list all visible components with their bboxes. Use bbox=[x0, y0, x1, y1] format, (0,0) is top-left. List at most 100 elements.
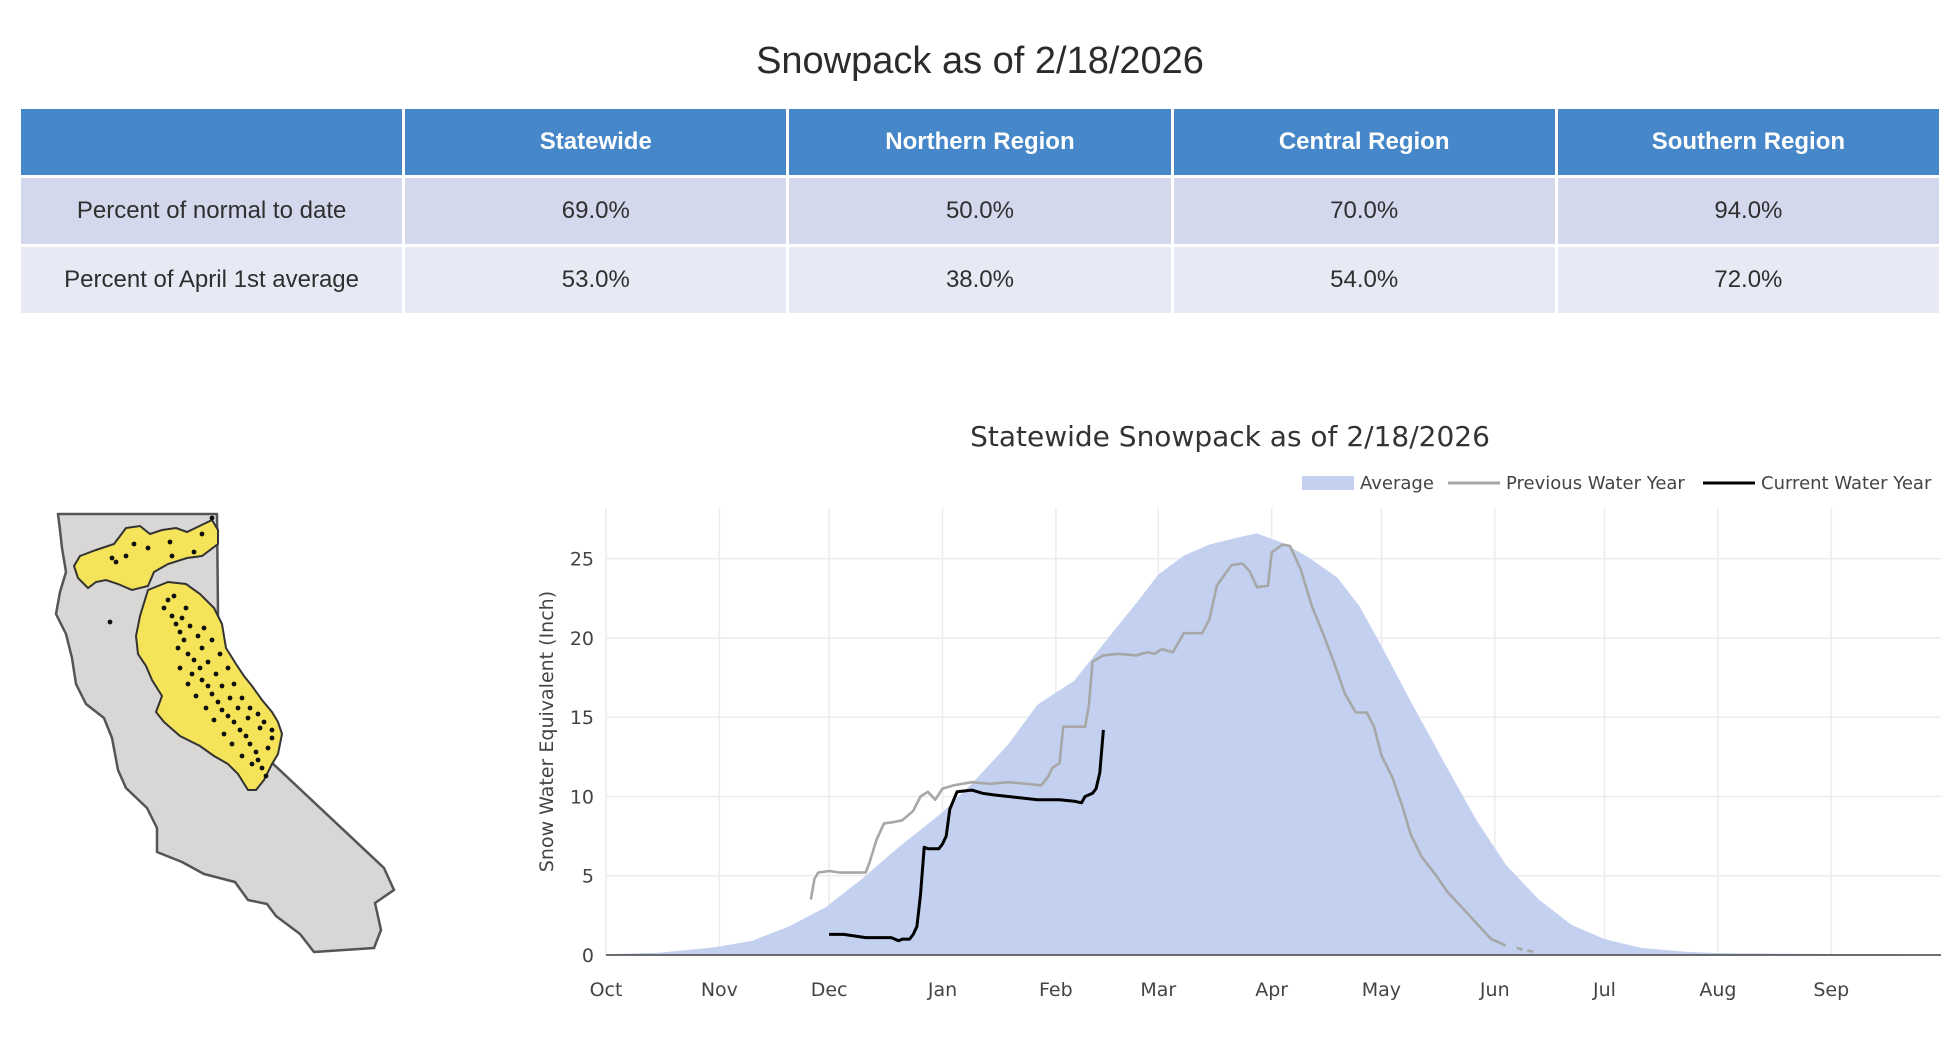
x-tick-label: Jul bbox=[1592, 979, 1616, 1001]
snow-station-dot bbox=[258, 726, 263, 731]
snow-station-dot bbox=[256, 712, 261, 717]
snow-station-dot bbox=[190, 672, 195, 677]
snowpack-summary-table: Statewide Northern Region Central Region… bbox=[18, 106, 1942, 316]
snow-station-dot bbox=[200, 678, 205, 683]
snow-station-dot bbox=[206, 660, 211, 665]
y-tick-label: 0 bbox=[582, 945, 594, 967]
y-tick-label: 5 bbox=[582, 866, 594, 888]
snow-station-dot bbox=[222, 732, 227, 737]
legend-label: Previous Water Year bbox=[1506, 473, 1685, 494]
snow-station-dot bbox=[230, 742, 235, 747]
snow-station-dot bbox=[244, 734, 249, 739]
snow-station-dot bbox=[246, 716, 251, 721]
y-tick-label: 15 bbox=[570, 707, 594, 729]
table-cell: 53.0% bbox=[404, 246, 788, 315]
x-tick-label: Oct bbox=[590, 979, 623, 1001]
chart-tick-labels: 0 5 10 15 20 25 Oct Nov Dec Jan Feb Mar Apr May Jun Jul… bbox=[570, 549, 1849, 1001]
snow-station-dot bbox=[166, 598, 171, 603]
snow-station-dot bbox=[254, 750, 259, 755]
snow-station-dot bbox=[200, 646, 205, 651]
x-tick-label: Dec bbox=[811, 979, 848, 1001]
snow-station-dot bbox=[264, 774, 269, 779]
snow-station-dot bbox=[196, 634, 201, 639]
snow-station-dot bbox=[168, 540, 173, 545]
table-cell: 38.0% bbox=[788, 246, 1172, 315]
snow-station-dot bbox=[248, 742, 253, 747]
legend-label: Current Water Year bbox=[1761, 473, 1932, 494]
table-cell: 70.0% bbox=[1172, 177, 1556, 246]
table-header-southern: Southern Region bbox=[1556, 108, 1940, 177]
current-water-year-line bbox=[829, 730, 1103, 941]
snow-station-dot bbox=[232, 682, 237, 687]
previous-water-year-line bbox=[811, 545, 1506, 946]
snow-station-dot bbox=[236, 706, 241, 711]
y-axis-label: Snow Water Equivalent (Inch) bbox=[536, 591, 558, 872]
snow-station-dot bbox=[200, 532, 205, 537]
snow-station-dot bbox=[114, 560, 119, 565]
snow-station-dot bbox=[266, 746, 271, 751]
snow-station-dot bbox=[262, 720, 267, 725]
chart-title: Statewide Snowpack as of 2/18/2026 bbox=[700, 420, 1760, 453]
snow-station-dot bbox=[172, 594, 177, 599]
legend-swatch-average bbox=[1302, 476, 1354, 490]
table-header-blank bbox=[20, 108, 404, 177]
snow-station-dot bbox=[228, 696, 233, 701]
snow-station-dot bbox=[250, 762, 255, 767]
snow-station-dot bbox=[198, 666, 203, 671]
california-map-svg bbox=[52, 508, 444, 958]
table-cell: 94.0% bbox=[1556, 177, 1940, 246]
snow-station-dot bbox=[188, 624, 193, 629]
snow-station-dot bbox=[174, 622, 179, 627]
snow-station-dot bbox=[162, 606, 167, 611]
snow-station-dot bbox=[216, 700, 221, 705]
snow-station-dot bbox=[132, 542, 137, 547]
table-cell: 72.0% bbox=[1556, 246, 1940, 315]
snow-station-dot bbox=[192, 658, 197, 663]
snow-station-dot bbox=[176, 646, 181, 651]
snow-station-dot bbox=[146, 546, 151, 551]
table-header-central: Central Region bbox=[1172, 108, 1556, 177]
snow-station-dot bbox=[232, 720, 237, 725]
table-header-northern: Northern Region bbox=[788, 108, 1172, 177]
y-tick-label: 20 bbox=[570, 628, 594, 650]
x-tick-label: Nov bbox=[701, 979, 738, 1001]
snow-station-dot bbox=[248, 706, 253, 711]
snow-station-dot bbox=[192, 550, 197, 555]
x-tick-label: Apr bbox=[1255, 979, 1288, 1001]
snow-station-dot bbox=[210, 516, 215, 521]
snow-station-dot bbox=[170, 614, 175, 619]
previous-water-year-dash bbox=[1517, 948, 1535, 952]
chart-legend: Average Previous Water Year Current Water … bbox=[1302, 473, 1932, 494]
x-tick-label: Jan bbox=[927, 979, 957, 1001]
row-label: Percent of normal to date bbox=[20, 177, 404, 246]
snow-station-dot bbox=[240, 696, 245, 701]
table-cell: 50.0% bbox=[788, 177, 1172, 246]
snow-station-dot bbox=[206, 684, 211, 689]
table-row: Percent of April 1st average 53.0% 38.0%… bbox=[20, 246, 1941, 315]
row-label: Percent of April 1st average bbox=[20, 246, 404, 315]
chart-series bbox=[606, 533, 1941, 955]
snow-station-dot bbox=[256, 758, 261, 763]
snow-station-dot bbox=[218, 652, 223, 657]
chart-gridlines bbox=[606, 508, 1941, 955]
snow-station-dot bbox=[212, 718, 217, 723]
snow-station-dot bbox=[240, 754, 245, 759]
snow-station-dot bbox=[124, 554, 129, 559]
table-header-row: Statewide Northern Region Central Region… bbox=[20, 108, 1941, 177]
x-tick-label: Feb bbox=[1039, 979, 1073, 1001]
snow-station-dot bbox=[186, 652, 191, 657]
table-header-statewide: Statewide bbox=[404, 108, 788, 177]
page-title: Snowpack as of 2/18/2026 bbox=[0, 40, 1960, 83]
snow-station-dot bbox=[184, 606, 189, 611]
snow-station-dot bbox=[270, 736, 275, 741]
snow-station-dot bbox=[210, 638, 215, 643]
snow-station-dot bbox=[220, 708, 225, 713]
snow-station-dot bbox=[270, 728, 275, 733]
snow-station-dot bbox=[214, 672, 219, 677]
snow-station-dot bbox=[194, 694, 199, 699]
snow-station-dot bbox=[204, 706, 209, 711]
snow-station-dot bbox=[182, 638, 187, 643]
snow-station-dot bbox=[178, 630, 183, 635]
x-tick-label: Aug bbox=[1699, 979, 1736, 1001]
table-row: Percent of normal to date 69.0% 50.0% 70… bbox=[20, 177, 1941, 246]
